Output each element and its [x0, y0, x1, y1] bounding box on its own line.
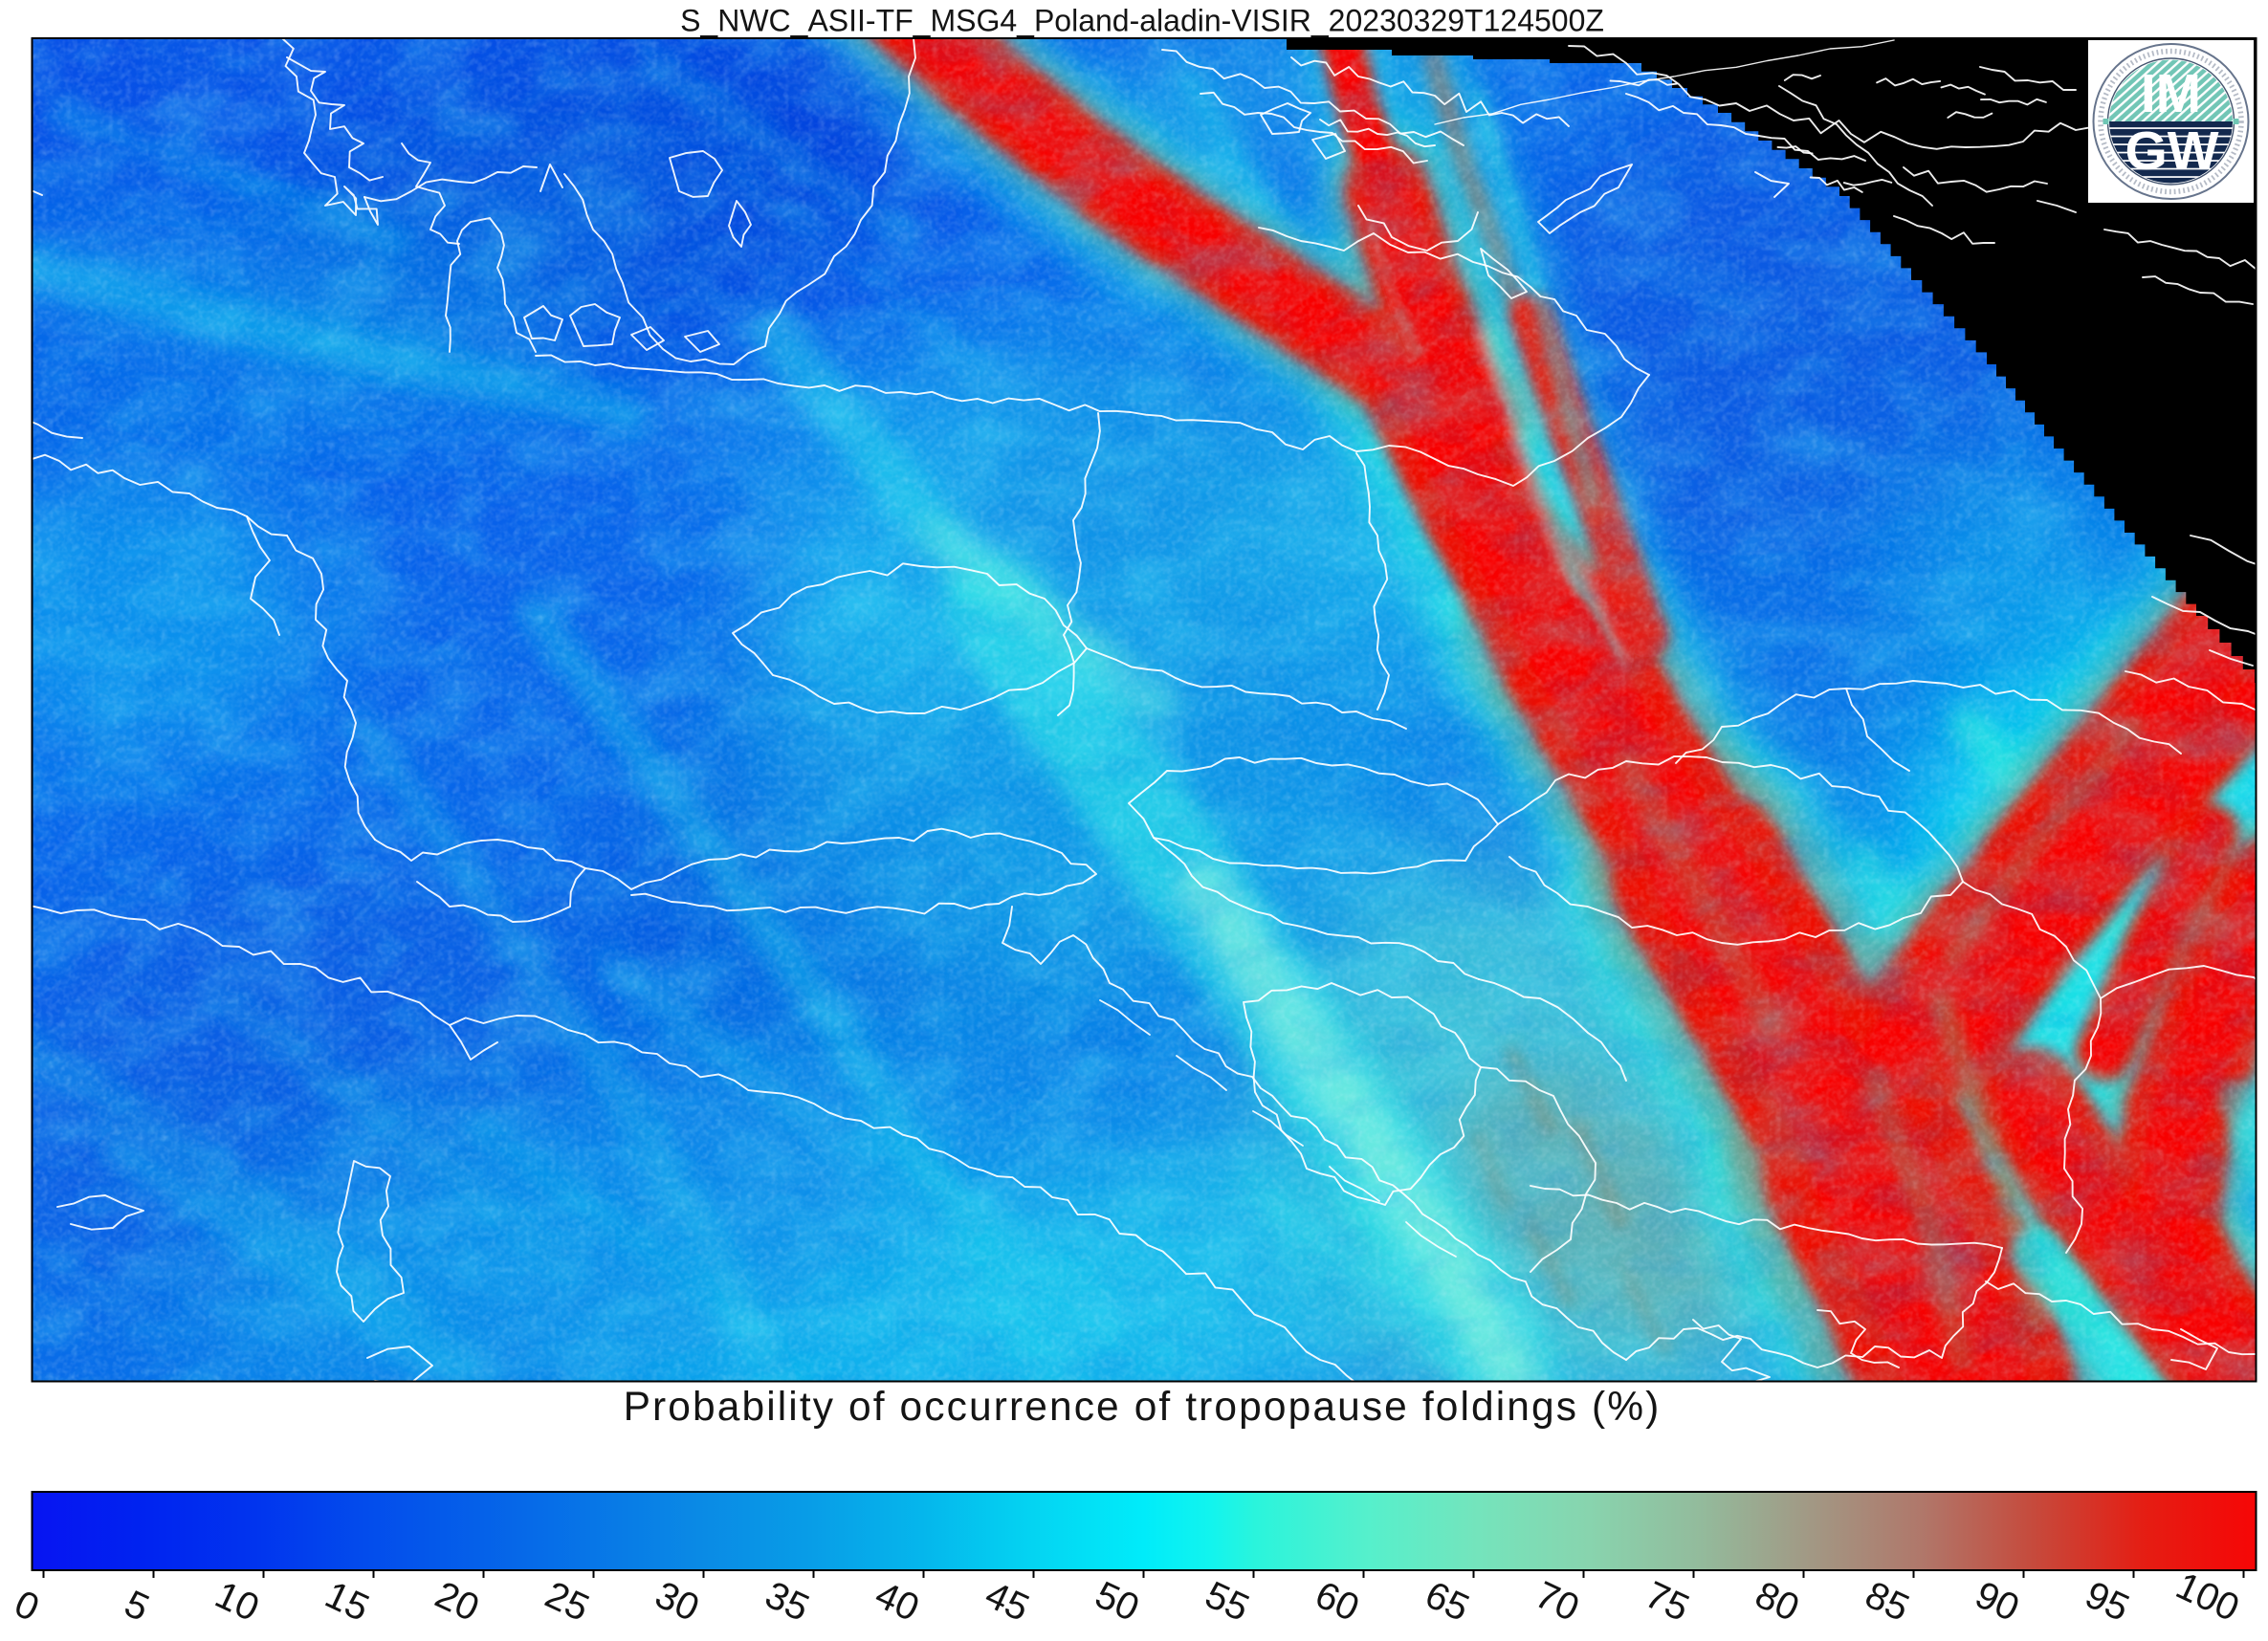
svg-text:80: 80 [1749, 1573, 1805, 1630]
svg-text:0: 0 [9, 1583, 46, 1630]
svg-text:15: 15 [319, 1573, 375, 1630]
svg-text:60: 60 [1309, 1573, 1365, 1630]
svg-text:35: 35 [759, 1573, 815, 1630]
svg-text:75: 75 [1639, 1573, 1695, 1630]
svg-text:45: 45 [979, 1573, 1035, 1630]
svg-text:65: 65 [1419, 1573, 1475, 1630]
svg-text:5: 5 [119, 1583, 156, 1630]
svg-text:Probability of occurrence of t: Probability of occurrence of tropopause … [624, 1385, 1662, 1430]
svg-text:50: 50 [1089, 1573, 1145, 1630]
svg-text:100: 100 [2169, 1564, 2245, 1630]
svg-text:90: 90 [1969, 1573, 2025, 1630]
svg-text:S_NWC_ASII-TF_MSG4_Poland-alad: S_NWC_ASII-TF_MSG4_Poland-aladin-VISIR_2… [680, 4, 1604, 38]
svg-text:10: 10 [209, 1573, 265, 1630]
svg-text:95: 95 [2079, 1573, 2135, 1630]
svg-text:30: 30 [649, 1573, 705, 1630]
svg-text:55: 55 [1199, 1573, 1255, 1630]
svg-text:85: 85 [1859, 1573, 1915, 1630]
svg-text:IM: IM [2141, 63, 2201, 124]
svg-text:70: 70 [1529, 1573, 1585, 1630]
svg-text:GW: GW [2125, 120, 2218, 182]
svg-text:40: 40 [869, 1573, 925, 1630]
svg-text:25: 25 [539, 1573, 595, 1630]
svg-text:20: 20 [429, 1573, 485, 1630]
